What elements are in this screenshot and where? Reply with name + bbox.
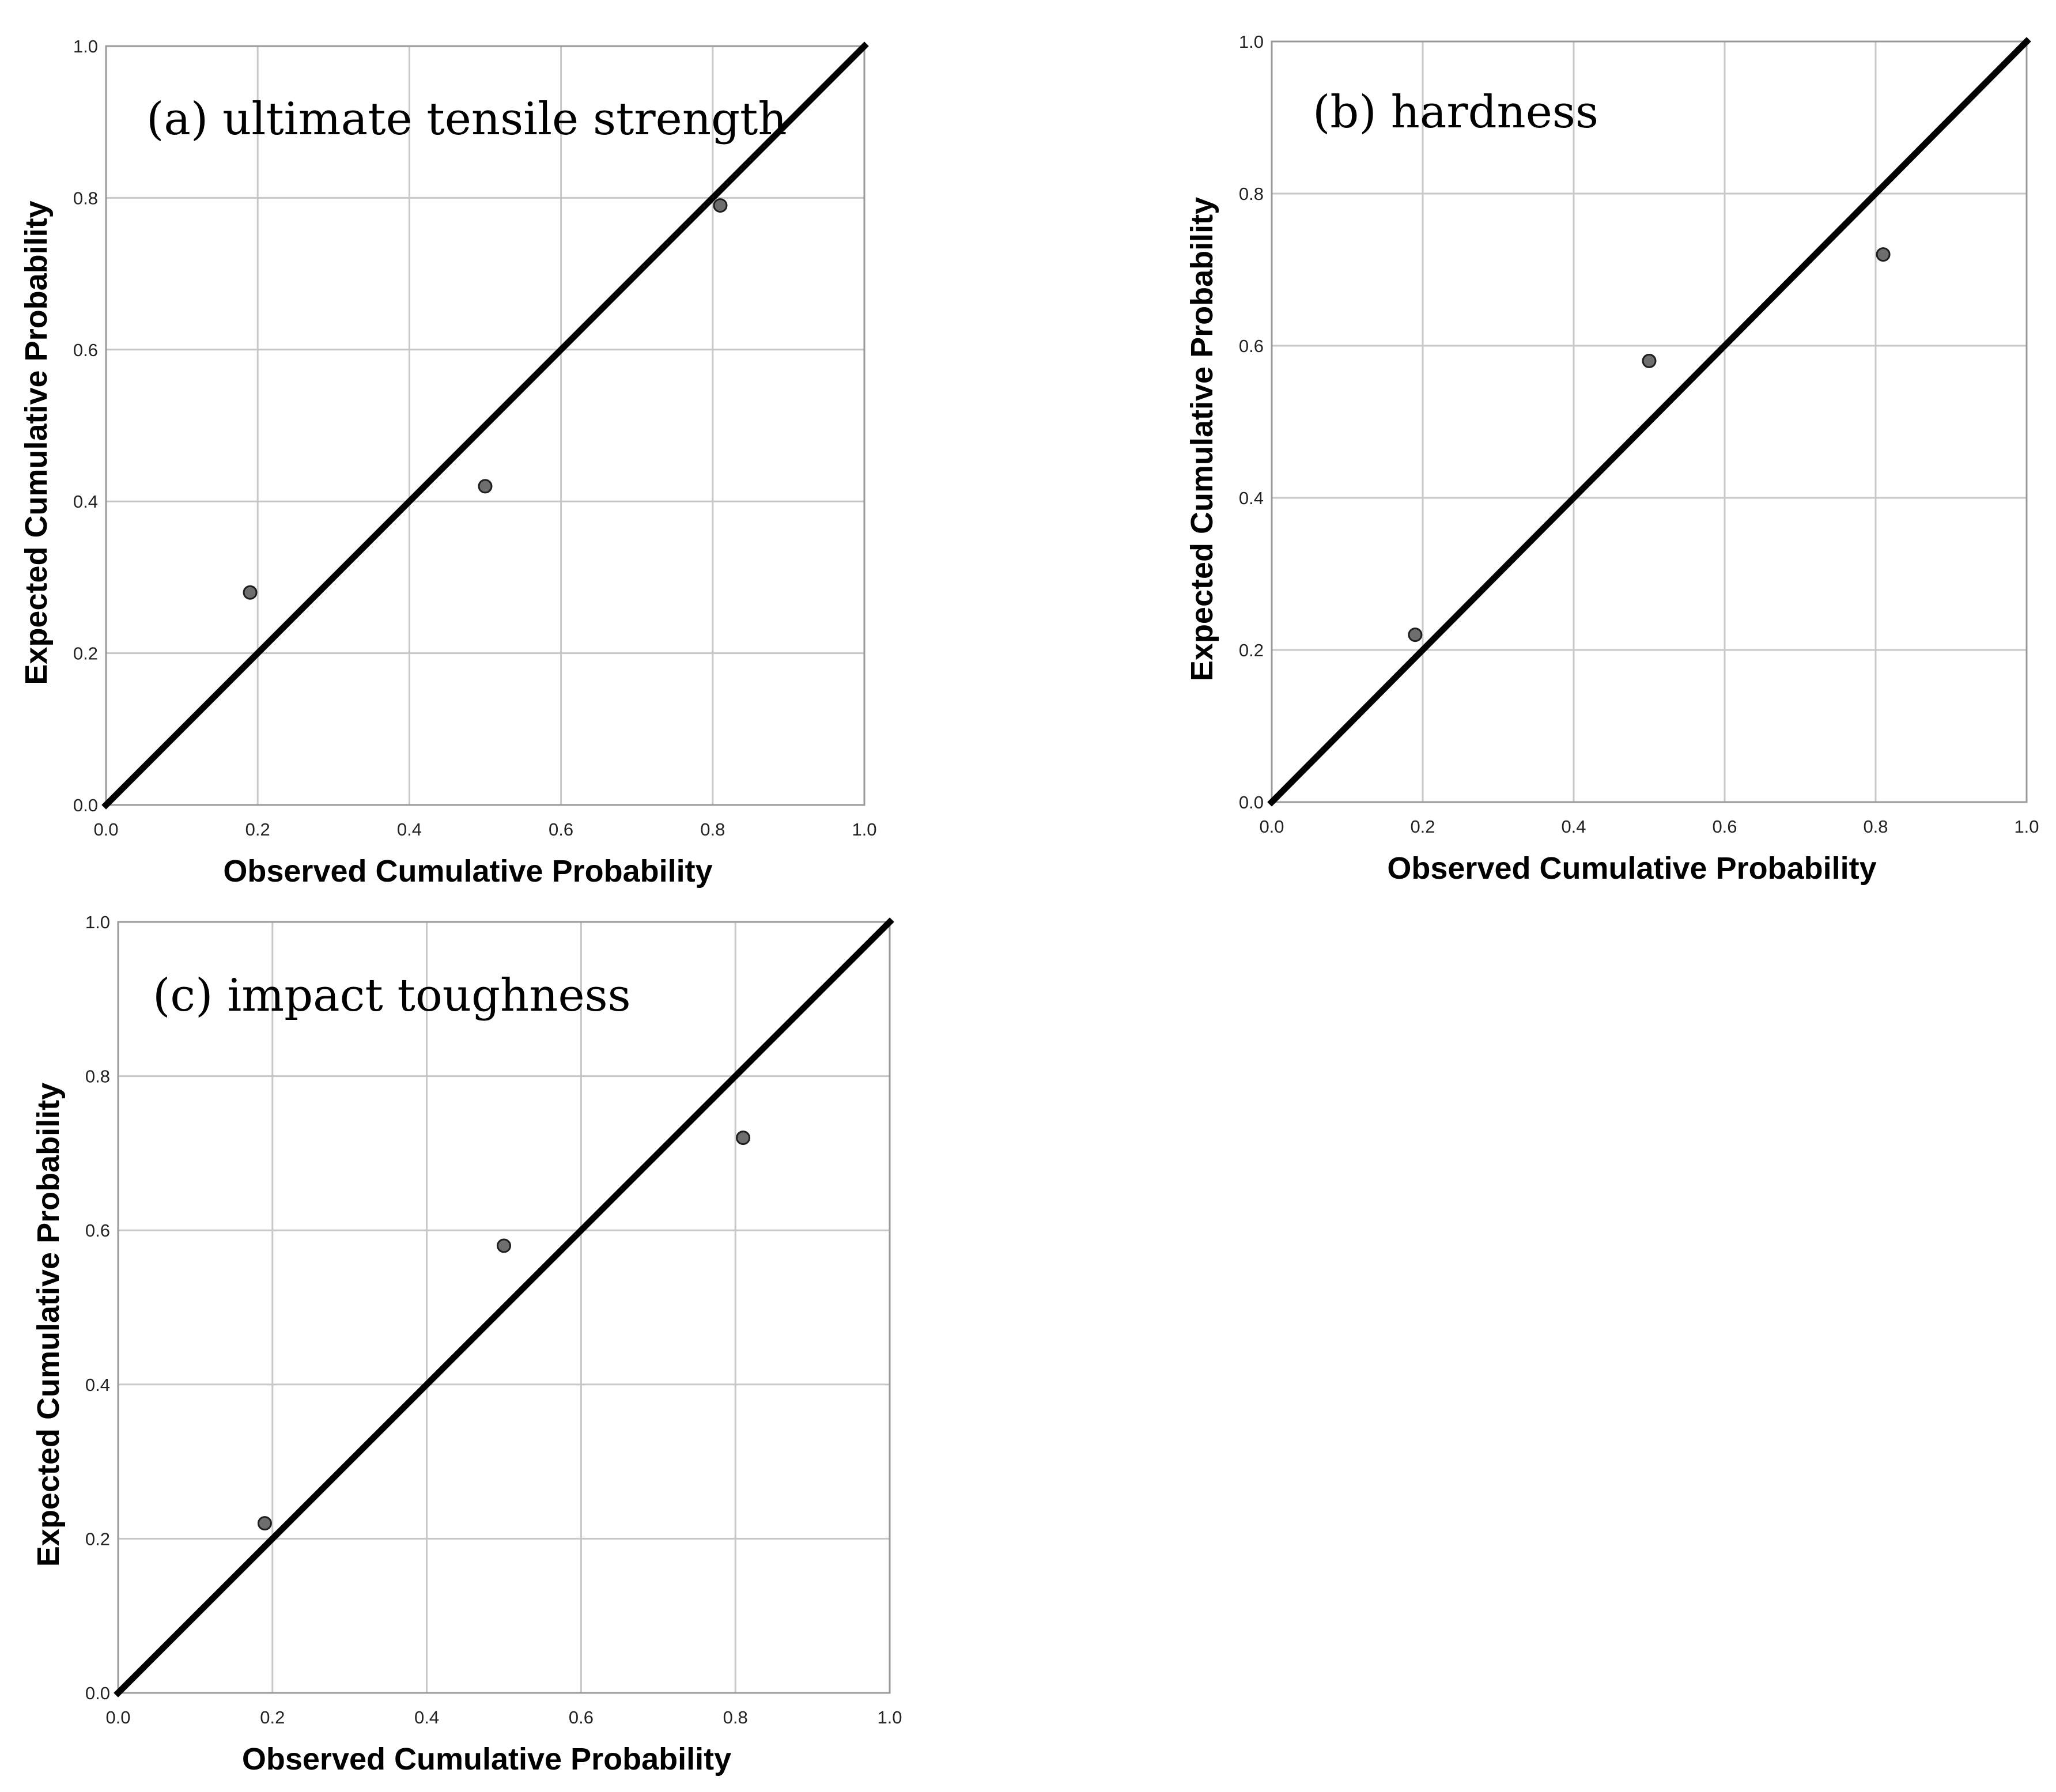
panel-c-xtick-label: 1.0 (877, 1707, 902, 1727)
panel-c: 0.0 0.2 0.4 0.6 0.8 1.0 0.0 0.2 0.4 0.6 0.8 1.0 (c) … (31, 912, 902, 1776)
panel-a-ytick-label: 0.4 (73, 492, 98, 512)
panel-c-ytick-label: 0.6 (85, 1220, 110, 1241)
panel-c-xtick-label: 0.2 (260, 1707, 285, 1727)
panel-a-frame (105, 45, 866, 806)
panel-b-ytick-label: 0.2 (1239, 640, 1264, 660)
panel-c-y-axis-label: Expected Cumulative Probability (31, 1083, 66, 1567)
panel-c-x-axis-label: Observed Cumulative Probability (242, 1742, 731, 1776)
panel-c-xtick-label: 0.4 (414, 1707, 439, 1727)
panel-a-data-point (713, 198, 728, 213)
panel-b-ytick-label: 0.6 (1239, 336, 1264, 356)
panel-a-ytick-label: 0.6 (73, 340, 98, 360)
panel-a-xtick-label: 0.6 (549, 819, 573, 840)
panel-c-xtick-label: 0.6 (569, 1707, 594, 1727)
panel-a-y-axis-label: Expected Cumulative Probability (19, 201, 54, 685)
panel-b-xtick-label: 0.8 (1863, 816, 1888, 837)
panel-b-ytick-label: 0.8 (1239, 184, 1264, 204)
panel-c-ytick-label: 0.4 (85, 1375, 110, 1395)
panel-b-ytick-label: 0.4 (1239, 488, 1264, 508)
panel-b-ytick-label: 1.0 (1239, 32, 1264, 52)
panel-c-xtick-label: 0.8 (723, 1707, 748, 1727)
panel-a-title: (a) ultimate tensile strength (146, 93, 787, 145)
panel-c-xtick-label: 0.0 (105, 1707, 130, 1727)
panel-b-xtick-label: 1.0 (2014, 816, 2039, 837)
panel-c-ytick-label: 0.2 (85, 1529, 110, 1549)
panel-c-data-point (736, 1131, 751, 1145)
panel-a-xtick-label: 0.0 (93, 819, 118, 840)
panel-b-reference-line (1267, 37, 2031, 807)
panel-c-data-point (257, 1516, 272, 1531)
panel-a-xtick-label: 1.0 (852, 819, 876, 840)
panel-c-reference-line (114, 917, 894, 1698)
panel-c-data-point (497, 1238, 511, 1253)
panel-c-ytick-label: 0.8 (85, 1067, 110, 1087)
panel-a-xtick-label: 0.2 (245, 819, 270, 840)
panel-b-xtick-label: 0.6 (1712, 816, 1737, 837)
panel-a-reference-line (101, 41, 869, 810)
panel-b-xtick-label: 0.0 (1259, 816, 1284, 837)
panel-b: 0.0 0.2 0.4 0.6 0.8 1.0 0.0 0.2 0.4 0.6 0.8 1.0 (b) … (1185, 32, 2039, 886)
panel-a-ytick-label: 1.0 (73, 36, 98, 56)
panel-a-xtick-label: 0.4 (397, 819, 422, 840)
panel-a-xtick-label: 0.8 (700, 819, 725, 840)
panel-b-frame (1271, 40, 2028, 803)
panel-b-data-point (1876, 247, 1891, 262)
panel-b-xtick-label: 0.2 (1410, 816, 1435, 837)
panel-b-xtick-label: 0.4 (1561, 816, 1586, 837)
panel-a-x-axis-label: Observed Cumulative Probability (223, 854, 712, 889)
panel-c-frame (117, 921, 891, 1694)
panel-a-ytick-label: 0.8 (73, 188, 98, 208)
panel-c-title: (c) impact toughness (153, 970, 631, 1022)
panel-c-ytick-label: 1.0 (85, 912, 110, 932)
panel-b-data-point (1642, 353, 1657, 368)
panel-a-ytick-label: 0.0 (73, 795, 98, 815)
panel-b-data-point (1408, 627, 1423, 642)
panel-a: 0.0 0.2 0.4 0.6 0.8 1.0 0.0 0.2 0.4 0.6 0.8 1.0 (a) … (19, 36, 877, 889)
panel-a-ytick-label: 0.2 (73, 644, 98, 664)
panel-b-x-axis-label: Observed Cumulative Probability (1387, 851, 1876, 886)
panel-a-data-point (243, 585, 258, 600)
panel-b-title: (b) hardness (1313, 86, 1598, 138)
panel-c-ytick-label: 0.0 (85, 1683, 110, 1703)
panel-a-data-point (478, 479, 493, 494)
panel-b-ytick-label: 0.0 (1239, 792, 1264, 812)
panel-b-y-axis-label: Expected Cumulative Probability (1185, 197, 1219, 681)
